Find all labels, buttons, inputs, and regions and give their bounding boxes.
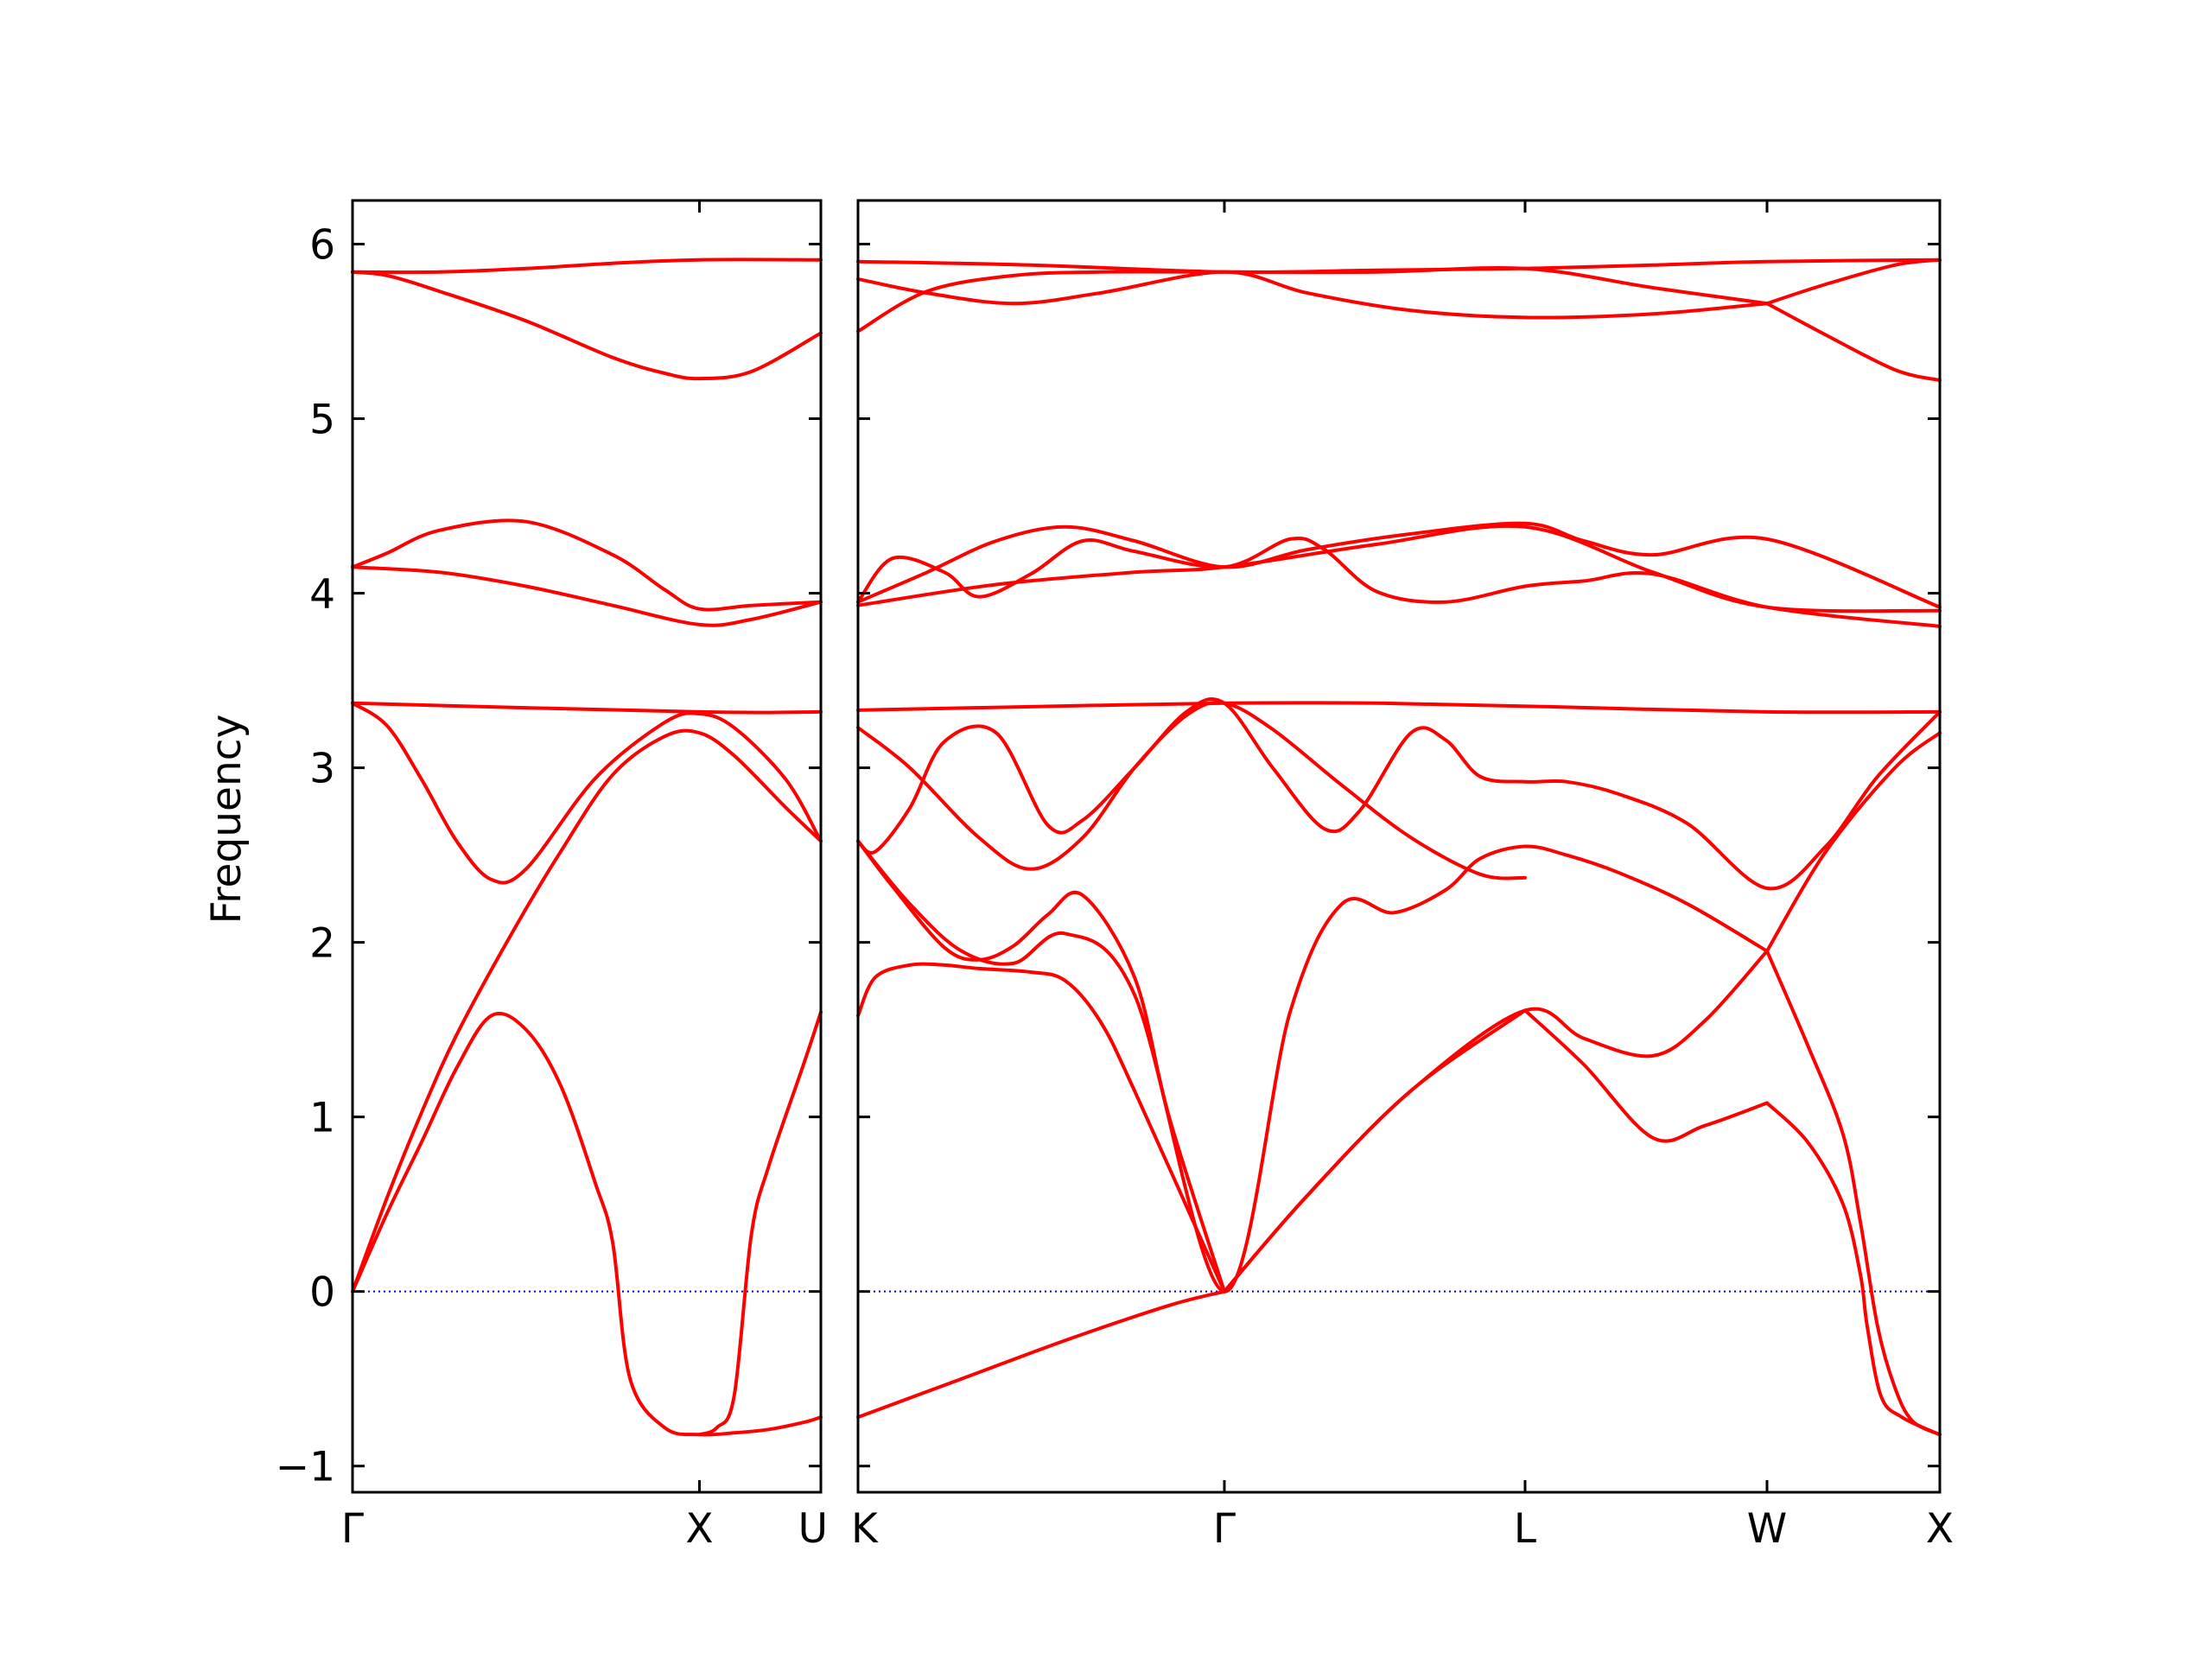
y-tick-label: 0 [309,1269,335,1317]
band-line-panel-2-5 [1765,302,1942,383]
band-line-panel-2-2 [856,270,1769,320]
y-tick-label: 3 [309,746,335,793]
band-line-panel-2-7 [856,521,1942,609]
band-line-panel-1-4 [351,565,823,627]
y-tick-label: −1 [276,1444,335,1491]
band-line-panel-2-20 [1765,1101,1942,1437]
x-tick-label-Γ: Γ [1213,1505,1236,1553]
plot-frame-panel-2 [856,199,1942,1494]
band-line-panel-1-7 [351,728,823,1294]
band-line-panel-2-21 [1765,731,1942,953]
band-line-panel-1-9 [697,1010,823,1437]
band-line-panel-2-14 [856,962,1226,1294]
band-line-panel-1-5 [351,701,823,715]
y-tick-label: 2 [309,920,335,968]
band-line-panel-2-3 [856,266,1769,334]
band-line-panel-2-17 [1223,1008,1527,1294]
y-tick-label: 5 [309,397,335,444]
y-tick-label: 6 [309,222,335,270]
y-tick-label: 4 [309,571,335,619]
x-tick-label-K: K [851,1505,879,1553]
band-line-panel-2-18 [856,1289,1226,1420]
band-line-panel-1-3 [351,518,823,612]
band-line-panel-2-9 [856,701,1942,715]
y-tick-label: 1 [309,1095,335,1142]
x-tick-label-X: X [685,1505,713,1553]
band-line-panel-2-15 [1223,949,1769,1294]
band-line-panel-2-4 [1765,257,1942,306]
x-tick-label-W: W [1747,1505,1787,1553]
band-line-panel-1-2 [351,270,823,381]
band-line-panel-2-10 [856,701,1527,880]
x-tick-label-U: U [798,1505,828,1553]
band-line-panel-2-13 [856,839,1226,1294]
x-tick-label-X: X [1926,1505,1954,1553]
x-tick-label-L: L [1514,1505,1536,1553]
band-line-panel-2-8 [856,524,1942,613]
plot-frame-panel-1 [351,199,823,1494]
band-line-panel-1-1 [351,257,823,275]
band-line-panel-2-16 [1523,1008,1769,1143]
band-line-panel-2-11 [856,697,1942,891]
band-line-panel-1-6 [351,701,823,885]
y-axis-label: Frequency [203,715,251,925]
band-line-panel-2-12 [856,839,1769,1294]
band-line-panel-1-8 [351,1012,823,1437]
band-line-panel-2-19 [1765,949,1942,1437]
x-tick-label-Γ: Γ [341,1505,364,1553]
chart-layer: Γ X U K Γ L W X −1 0 1 2 3 4 5 6 [276,199,1954,1553]
